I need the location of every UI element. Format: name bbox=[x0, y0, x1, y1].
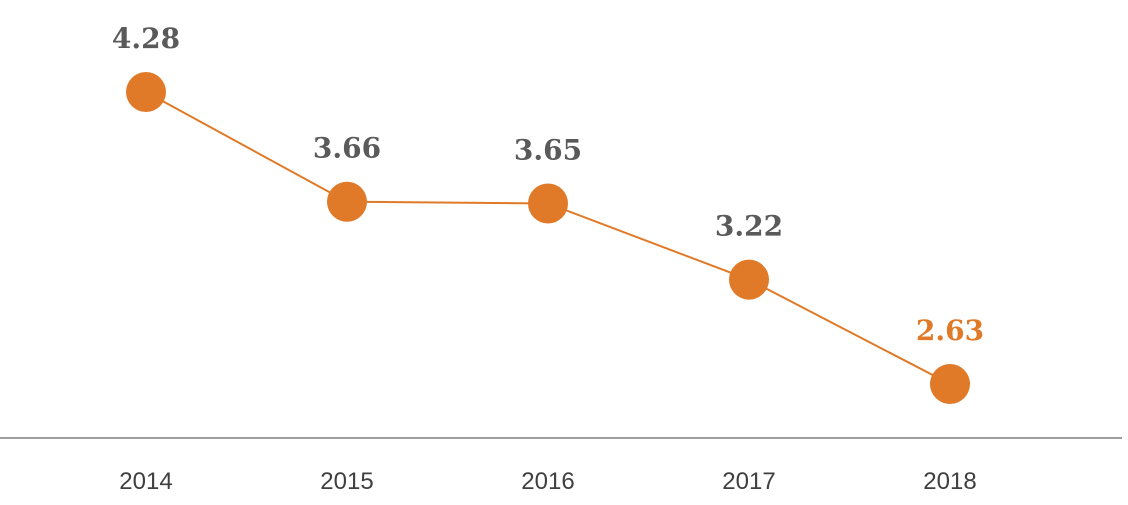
data-point-2014 bbox=[126, 72, 166, 112]
data-label-2015: 3.66 bbox=[313, 132, 381, 165]
x-tick-label-2018: 2018 bbox=[923, 468, 976, 495]
x-tick-label-2014: 2014 bbox=[119, 468, 172, 495]
data-label-2017: 3.22 bbox=[715, 210, 783, 243]
x-tick-label-2016: 2016 bbox=[521, 468, 574, 495]
x-tick-label-2017: 2017 bbox=[722, 468, 775, 495]
marker-layer bbox=[126, 72, 970, 404]
data-label-2018: 2.63 bbox=[916, 314, 984, 347]
data-label-2016: 3.65 bbox=[514, 133, 582, 166]
x-tick-label-2015: 2015 bbox=[320, 468, 373, 495]
data-point-2018 bbox=[930, 364, 970, 404]
data-label-layer: 4.28 3.66 3.65 3.22 2.63 bbox=[112, 22, 984, 347]
data-point-2015 bbox=[327, 181, 367, 222]
data-point-2017 bbox=[729, 259, 769, 300]
data-label-2014: 4.28 bbox=[112, 22, 180, 55]
data-point-2016 bbox=[528, 183, 568, 224]
x-tick-layer: 2014 2015 2016 2017 2018 bbox=[119, 468, 976, 495]
